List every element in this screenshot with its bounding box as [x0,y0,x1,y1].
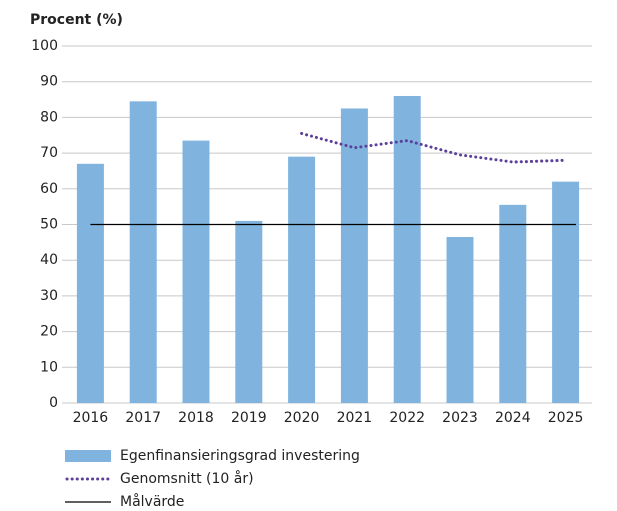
bar [499,204,527,403]
x-tick-label: 2020 [284,410,320,426]
y-tick-label: 90 [40,74,58,90]
bar [235,220,263,403]
x-tick-label: 2019 [231,410,267,426]
bar [129,101,157,404]
legend-label: Egenfinansieringsgrad investering [120,448,360,464]
average-line [300,131,568,164]
y-tick-label: 30 [40,288,58,304]
y-tick-label: 80 [40,109,58,125]
bar [552,181,580,403]
x-tick-label: 2017 [125,410,161,426]
y-tick-label: 10 [40,359,58,375]
x-tick-label: 2023 [442,410,478,426]
legend-label: Genomsnitt (10 år) [120,470,254,487]
y-tick-label: 20 [40,324,58,340]
y-axis-title: Procent (%) [30,12,123,28]
x-tick-label: 2024 [495,410,531,426]
x-tick-label: 2022 [389,410,425,426]
y-tick-label: 40 [40,252,58,268]
x-tick-label: 2016 [73,410,109,426]
y-tick-label: 70 [40,145,58,161]
x-tick-label: 2025 [548,410,584,426]
bar [288,156,316,403]
legend-swatch [65,450,111,462]
bar [76,163,104,403]
x-tick-label: 2018 [178,410,214,426]
y-tick-label: 60 [40,181,58,197]
y-tick-label: 0 [49,395,58,411]
bar [393,95,421,403]
y-tick-label: 100 [31,38,58,54]
bar [446,236,474,403]
y-tick-label: 50 [40,217,58,233]
legend-label: Målvärde [120,493,184,510]
bar [182,140,210,404]
x-tick-label: 2021 [337,410,373,426]
bar [340,108,368,403]
